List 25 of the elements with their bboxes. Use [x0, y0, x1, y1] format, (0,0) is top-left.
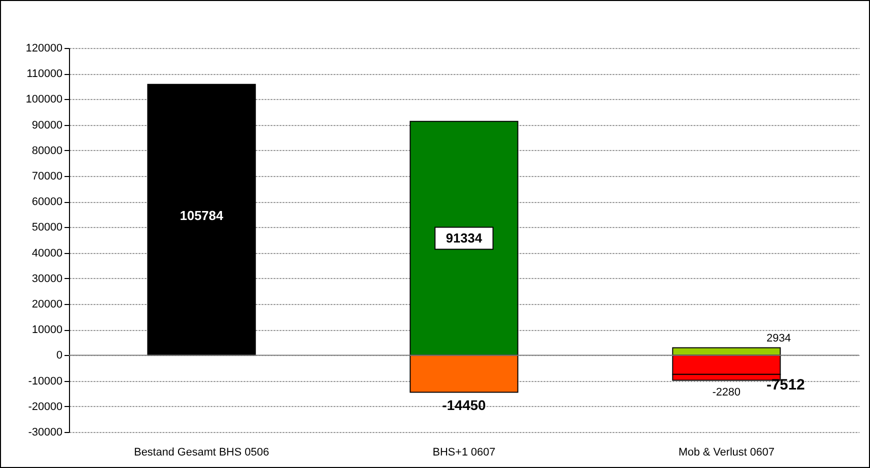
y-tick-label: 40000: [32, 247, 62, 260]
data-label: 2934: [766, 332, 791, 345]
data-label: 91334: [446, 230, 483, 246]
y-tick-label: -20000: [28, 400, 62, 413]
y-tick-label: 80000: [32, 144, 62, 157]
data-label: -14450: [442, 397, 486, 414]
data-label: -7512: [766, 376, 805, 394]
y-tick-label: 10000: [32, 324, 62, 336]
y-tick-label: 90000: [32, 119, 62, 132]
y-tick-label: 100000: [26, 94, 62, 106]
x-tick-label: BHS+1 0607: [432, 446, 496, 458]
y-tick-label: 110000: [26, 68, 62, 80]
x-tick-label: Mob & Verlust 0607: [678, 446, 774, 458]
y-tick-label: 60000: [32, 196, 62, 208]
y-tick-label: 120000: [26, 42, 62, 54]
y-tick-label: 30000: [32, 272, 62, 285]
y-tick-label: 70000: [32, 170, 62, 182]
y-tick-label: -10000: [28, 375, 62, 388]
y-tick-label: 20000: [32, 298, 62, 310]
x-tick-label: Bestand Gesamt BHS 0506: [134, 446, 270, 458]
data-label: -2280: [712, 386, 741, 398]
y-tick-label: 0: [56, 350, 62, 362]
data-label: 105784: [180, 208, 224, 223]
y-tick-label: 50000: [32, 222, 62, 234]
y-tick-label: -30000: [28, 426, 62, 438]
